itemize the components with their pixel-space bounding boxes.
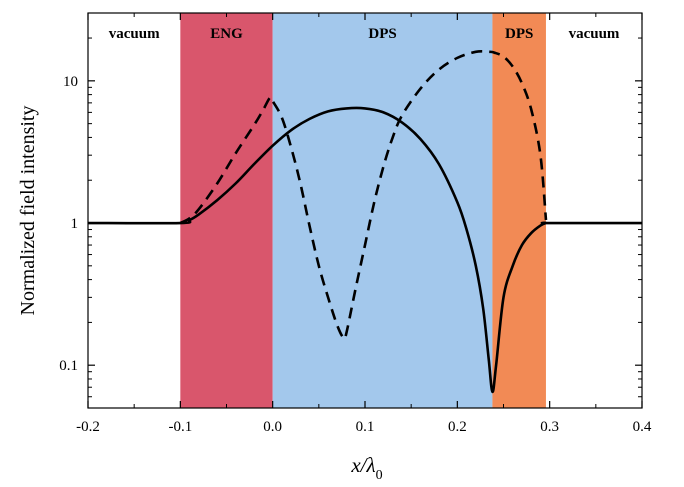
x-tick-label: 0.4: [633, 419, 652, 435]
y-tick-label: 1: [71, 216, 79, 232]
region-label: DPS: [505, 26, 533, 42]
ticks-layer: -0.2 -0.1 0.0 0.1 0.2 0.3 0.4 0.1 1 10: [59, 12, 652, 435]
x-axis-label-subscript: 0: [376, 468, 383, 483]
x-tick-label: 0.0: [263, 419, 282, 435]
curves-layer: [87, 50, 642, 394]
series-solid-line: [87, 106, 642, 394]
region-2-band: [272, 13, 493, 408]
y-axis-label: Normalized field intensity: [17, 106, 39, 316]
region-0-band: [88, 13, 181, 408]
x-axis-label-main: x/λ: [350, 453, 375, 477]
region-1-band: [180, 13, 273, 408]
region-3-band: [492, 13, 546, 408]
y-tick-label: 10: [63, 74, 78, 90]
y-tick-label: 0.1: [59, 358, 78, 374]
x-tick-label: 0.1: [356, 419, 375, 435]
x-tick-label: 0.3: [540, 419, 559, 435]
x-tick-label: 0.2: [448, 419, 467, 435]
labels-layer: vacuum ENG DPS DPS vacuum: [109, 26, 620, 42]
x-tick-label: -0.1: [168, 419, 192, 435]
region-label: DPS: [368, 26, 396, 42]
x-axis-label: x/λ0: [350, 453, 382, 483]
region-4-band: [545, 13, 642, 408]
x-tick-label: -0.2: [76, 419, 100, 435]
region-label: ENG: [210, 26, 243, 42]
series-dashed-line: [179, 50, 548, 341]
region-label: vacuum: [109, 26, 160, 42]
region-label: vacuum: [569, 26, 620, 42]
regions-layer: [88, 13, 642, 408]
